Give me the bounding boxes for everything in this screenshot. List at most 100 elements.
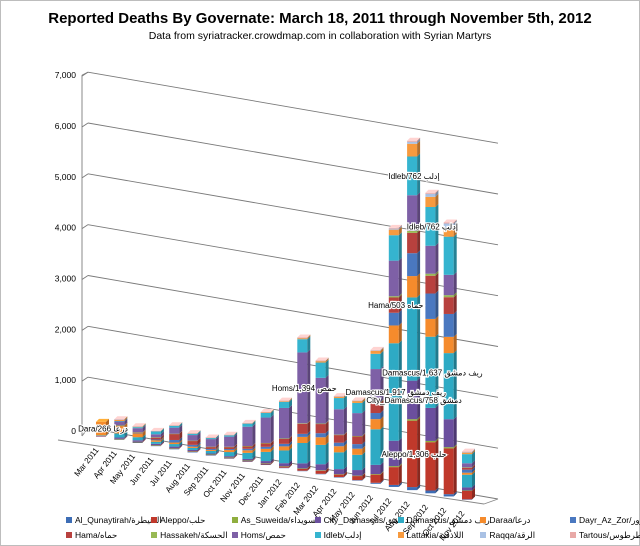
y-tick-label: 5,000	[55, 172, 77, 182]
bar-segment-side	[362, 397, 366, 403]
bar-segment	[297, 442, 308, 464]
bar-segment	[260, 412, 271, 418]
bar-segment-side	[270, 409, 274, 418]
bar-segment-side	[453, 416, 457, 448]
bar-segment-side	[472, 449, 475, 455]
bar-segment	[260, 451, 271, 462]
bar-segment	[114, 419, 125, 420]
bar-segment-side	[398, 481, 402, 487]
bar-segment	[370, 474, 381, 483]
bar-segment-side	[234, 446, 238, 451]
bar-top	[96, 418, 109, 422]
bar-segment-side	[380, 461, 384, 475]
bar-segment	[388, 229, 399, 236]
bar-segment	[388, 228, 399, 230]
bar-segment-side	[417, 484, 421, 491]
bar-segment-side	[398, 463, 402, 468]
bar-segment	[352, 448, 363, 455]
bar-segment	[169, 448, 180, 449]
bar-segment	[242, 448, 253, 451]
bar-segment-side	[435, 272, 439, 294]
bar-top	[462, 448, 475, 452]
bar-segment-side	[435, 190, 439, 197]
bar-segment	[297, 470, 308, 472]
bar-segment	[425, 336, 436, 408]
bar-segment	[297, 433, 308, 437]
bar-segment-side	[197, 443, 201, 448]
gridline-side	[81, 275, 89, 280]
bar-segment	[315, 464, 326, 471]
bar-segment	[279, 450, 289, 464]
bar-segment-side	[307, 465, 311, 471]
legend-label: Raqqa/الرقة	[489, 530, 536, 540]
bar-segment	[242, 426, 253, 446]
bar-segment	[132, 432, 143, 434]
bar-segment-side	[307, 439, 311, 464]
bar-segment-side	[453, 310, 457, 337]
bar-segment-side	[472, 448, 475, 453]
bar-segment	[333, 474, 344, 475]
bar-segment	[462, 499, 472, 500]
bar-segment-side	[197, 444, 201, 450]
bar-segment-side	[124, 434, 128, 439]
bar-segment	[297, 423, 308, 434]
bar-segment-side	[417, 377, 421, 420]
bar-segment-side	[197, 430, 201, 434]
bar-segment	[333, 396, 344, 397]
legend-label: As_Suweida/السويداء	[240, 515, 321, 525]
bar-segment	[114, 421, 125, 422]
bar-segment	[187, 435, 198, 441]
bar-segment-side	[472, 487, 475, 491]
gridline-side	[81, 173, 89, 179]
bar-segment-side	[362, 399, 366, 414]
bar-segment	[224, 446, 235, 448]
bar-segment-side	[270, 414, 274, 443]
bar-segment	[333, 442, 344, 447]
bar-segment-side	[160, 434, 164, 438]
bar-segment	[205, 446, 216, 448]
legend-item: Tartous/طرطوس	[570, 530, 640, 541]
bar-segment-side	[106, 432, 109, 436]
legend-label: Dayr_Az_Zor/دير الزور	[579, 515, 640, 525]
bar-segment-side	[325, 358, 329, 363]
bar-segment	[132, 433, 143, 438]
bar-segment	[242, 422, 253, 424]
bar-segment-side	[215, 436, 219, 447]
bar-segment	[297, 436, 308, 443]
y-tick-label: 6,000	[55, 121, 77, 131]
bar-segment	[224, 458, 235, 459]
bar-segment-side	[307, 420, 311, 434]
bar-segment	[370, 429, 381, 465]
y-axis-ticks: 0 1,000 2,000 3,000 4,000 5,000 6,000 7,000	[55, 70, 77, 436]
bar-group	[425, 189, 439, 494]
bar-segment-side	[435, 189, 439, 194]
bar-segment	[297, 339, 308, 353]
bar-segment-side	[234, 433, 238, 447]
bar-segment-side	[398, 226, 402, 236]
bar-segment	[407, 487, 418, 491]
y-tick-label: 3,000	[55, 274, 77, 284]
bar-segment-side	[398, 225, 402, 230]
bar-segment-side	[343, 449, 347, 470]
bar-segment	[352, 444, 363, 449]
legend: Al_Qunaytirah/القنيطرة Aleppo/حلب As_Suwei…	[66, 512, 640, 544]
bar-segment-side	[362, 477, 366, 481]
bar-segment	[333, 477, 344, 478]
bar-segment-side	[234, 431, 238, 435]
bar-segment-side	[343, 474, 347, 478]
bar-segment-side	[215, 443, 219, 447]
bar-segment-side	[417, 273, 421, 298]
bar-segment	[114, 419, 125, 422]
bar-segment	[462, 463, 472, 468]
bar-segment-side	[124, 436, 128, 440]
bar-segment	[370, 369, 381, 403]
bar-segment	[224, 449, 235, 451]
legend-label: Lattakia/اللاذقية	[406, 530, 464, 540]
bar-segment-side	[215, 434, 219, 440]
bar-segment-side	[325, 421, 329, 434]
bar-segment-side	[142, 429, 146, 433]
legend-label: Hassakeh/الحسكة	[160, 530, 228, 540]
bar-segment	[443, 336, 454, 354]
bar-segment	[425, 193, 436, 197]
